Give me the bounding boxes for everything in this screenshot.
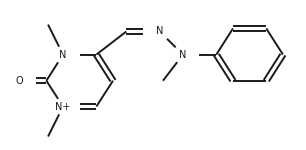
Text: N+: N+ bbox=[55, 102, 71, 111]
Text: O: O bbox=[16, 76, 24, 86]
Text: N: N bbox=[59, 50, 67, 60]
Text: N: N bbox=[179, 50, 187, 60]
Text: N: N bbox=[156, 27, 163, 36]
